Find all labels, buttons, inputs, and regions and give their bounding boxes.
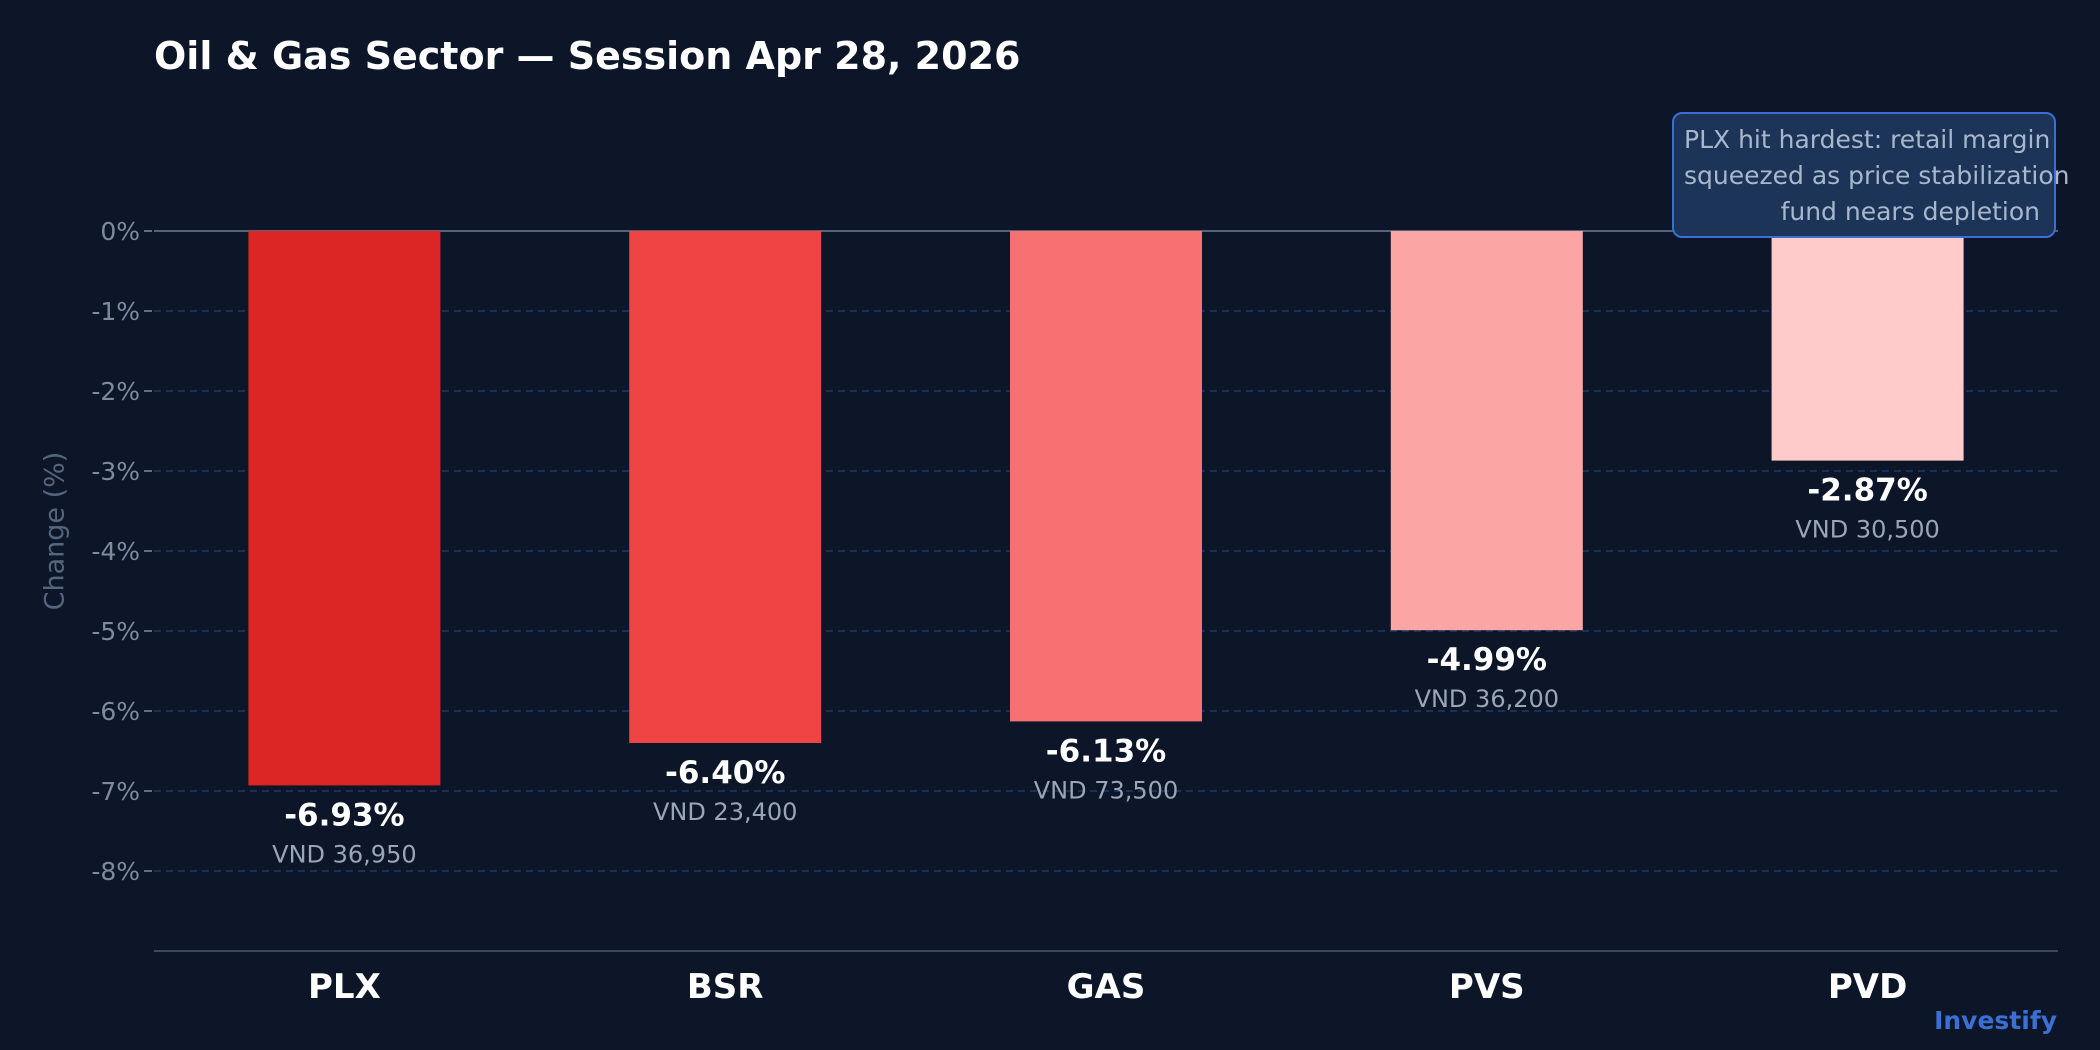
bar-value-label: -6.93% bbox=[284, 797, 404, 833]
bar-bsr bbox=[629, 231, 822, 743]
brand-logo-text: Investify bbox=[1934, 1006, 2057, 1035]
bar-price-label: VND 36,950 bbox=[272, 840, 416, 868]
x-tick-label: PVD bbox=[1828, 967, 1907, 1007]
bar-pvs bbox=[1390, 231, 1583, 631]
y-tick-label: 0% bbox=[100, 217, 140, 246]
chart-title: Oil & Gas Sector — Session Apr 28, 2026 bbox=[154, 34, 1021, 78]
y-tick-label: -1% bbox=[91, 297, 140, 326]
x-tick-label: PLX bbox=[308, 967, 381, 1007]
bar-plx bbox=[248, 231, 441, 786]
x-tick-label: GAS bbox=[1067, 967, 1146, 1007]
y-tick-label: -2% bbox=[91, 377, 140, 406]
bar-gas bbox=[1010, 231, 1202, 722]
bar-value-label: -6.40% bbox=[665, 755, 785, 791]
x-tick-label: BSR bbox=[687, 967, 764, 1007]
annotation-line: squeezed as price stabilization bbox=[1684, 161, 2070, 190]
bar-price-label: VND 73,500 bbox=[1034, 776, 1178, 804]
bar-price-label: VND 23,400 bbox=[653, 798, 797, 826]
y-tick-label: -5% bbox=[91, 617, 140, 646]
annotation-line: fund nears depletion bbox=[1780, 197, 2040, 226]
bar-pvd bbox=[1771, 231, 1964, 461]
bar-value-label: -4.99% bbox=[1427, 642, 1547, 678]
x-tick-label: PVS bbox=[1449, 967, 1525, 1007]
bar-value-label: -6.13% bbox=[1046, 733, 1166, 769]
y-tick-label: -6% bbox=[91, 697, 140, 726]
y-axis-title: Change (%) bbox=[39, 451, 71, 611]
annotation-box: PLX hit hardest: retail margin squeezed … bbox=[1672, 112, 2070, 238]
y-tick-label: -8% bbox=[91, 857, 140, 886]
y-tick-label: -7% bbox=[91, 777, 140, 806]
y-tick-label: -4% bbox=[91, 537, 140, 566]
bar-price-label: VND 30,500 bbox=[1795, 516, 1939, 544]
bar-value-label: -2.87% bbox=[1807, 473, 1927, 509]
bar-price-label: VND 36,200 bbox=[1415, 685, 1559, 713]
y-tick-label: -3% bbox=[91, 457, 140, 486]
annotation-line: PLX hit hardest: retail margin bbox=[1684, 125, 2051, 154]
